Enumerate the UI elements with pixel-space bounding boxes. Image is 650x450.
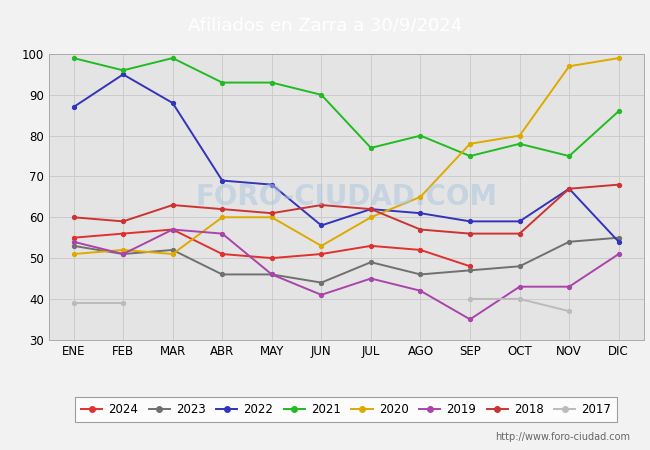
2018 [466,231,474,236]
Line: 2020: 2020 [72,56,621,256]
2020 [466,141,474,147]
2023 [515,264,523,269]
2018 [566,186,573,191]
Line: 2017: 2017 [72,301,125,305]
2018 [317,202,325,208]
2017 [119,300,127,306]
2021 [70,55,77,61]
2024 [268,256,276,261]
Line: 2023: 2023 [72,236,621,284]
Legend: 2024, 2023, 2022, 2021, 2020, 2019, 2018, 2017: 2024, 2023, 2022, 2021, 2020, 2019, 2018… [75,397,617,422]
Line: 2021: 2021 [72,56,621,158]
2024 [119,231,127,236]
2023 [615,235,623,240]
2019 [317,292,325,297]
2020 [70,251,77,256]
2021 [218,80,226,86]
2021 [566,153,573,159]
2022 [566,186,573,191]
2018 [367,207,375,212]
2018 [615,182,623,187]
2019 [367,276,375,281]
2023 [417,272,424,277]
2022 [70,104,77,110]
2024 [169,227,177,232]
2024 [317,251,325,256]
2019 [70,239,77,244]
2023 [119,251,127,256]
2021 [367,145,375,151]
2020 [218,215,226,220]
2019 [119,251,127,256]
2018 [417,227,424,232]
Text: http://www.foro-ciudad.com: http://www.foro-ciudad.com [495,432,630,442]
2022 [317,223,325,228]
Line: 2024: 2024 [72,228,472,268]
2022 [169,100,177,106]
Text: Afiliados en Zarra a 30/9/2024: Afiliados en Zarra a 30/9/2024 [188,17,462,35]
2021 [169,55,177,61]
2021 [317,92,325,98]
2022 [417,211,424,216]
2020 [515,133,523,138]
2019 [615,251,623,256]
2020 [119,247,127,252]
2020 [566,63,573,69]
2018 [70,215,77,220]
2023 [218,272,226,277]
2021 [119,68,127,73]
2024 [417,247,424,252]
2019 [169,227,177,232]
2023 [367,260,375,265]
2020 [615,55,623,61]
2019 [515,284,523,289]
2024 [466,264,474,269]
2018 [515,231,523,236]
2024 [218,251,226,256]
Line: 2019: 2019 [72,228,621,321]
2022 [515,219,523,224]
2019 [466,317,474,322]
2022 [615,239,623,244]
2017 [70,300,77,306]
2022 [466,219,474,224]
2021 [515,141,523,147]
2018 [119,219,127,224]
2021 [268,80,276,86]
2022 [268,182,276,187]
2020 [268,215,276,220]
2019 [566,284,573,289]
2021 [417,133,424,138]
2019 [268,272,276,277]
2023 [566,239,573,244]
2020 [317,243,325,248]
2023 [466,268,474,273]
2022 [367,207,375,212]
2020 [417,194,424,200]
2019 [417,288,424,293]
2019 [218,231,226,236]
2018 [268,211,276,216]
2024 [367,243,375,248]
2024 [70,235,77,240]
Line: 2018: 2018 [72,183,621,235]
2023 [268,272,276,277]
2023 [317,280,325,285]
2020 [367,215,375,220]
2023 [70,243,77,248]
2021 [466,153,474,159]
2022 [218,178,226,183]
2023 [169,247,177,252]
2018 [218,207,226,212]
2021 [615,108,623,114]
2020 [169,251,177,256]
2018 [169,202,177,208]
Line: 2022: 2022 [72,72,621,244]
Text: FORO-CIUDAD.COM: FORO-CIUDAD.COM [195,183,497,211]
2022 [119,72,127,77]
